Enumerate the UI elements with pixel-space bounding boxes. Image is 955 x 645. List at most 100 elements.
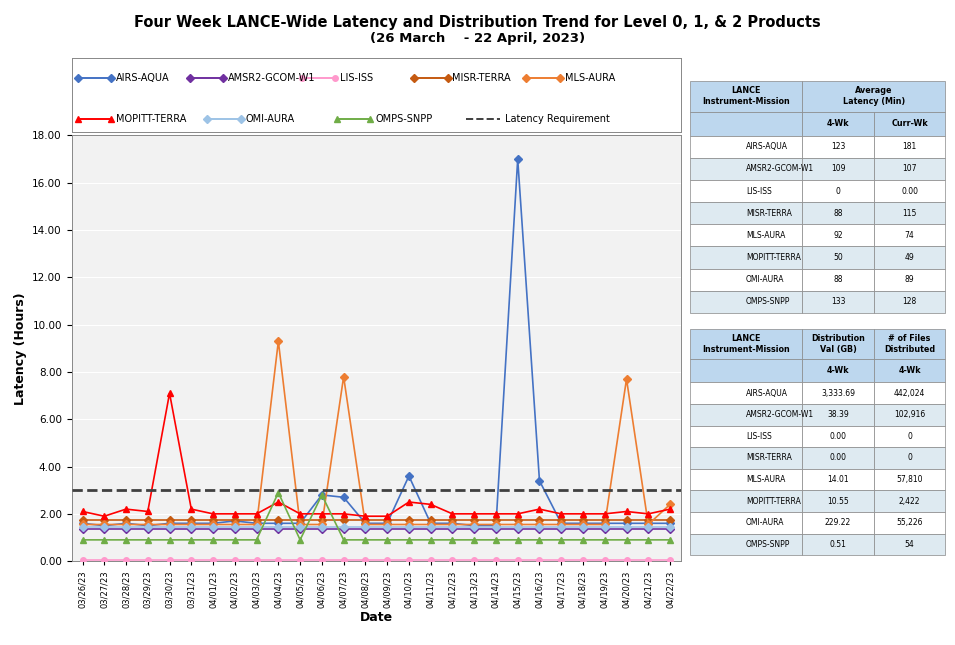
FancyBboxPatch shape	[802, 404, 874, 426]
Text: AMSR2-GCOM-W1: AMSR2-GCOM-W1	[746, 410, 814, 419]
FancyBboxPatch shape	[874, 269, 945, 291]
FancyBboxPatch shape	[690, 490, 802, 512]
FancyBboxPatch shape	[690, 246, 802, 269]
FancyBboxPatch shape	[802, 112, 874, 135]
Text: 115: 115	[902, 209, 917, 218]
Text: MOPITT-TERRA: MOPITT-TERRA	[746, 497, 800, 506]
Text: 14.01: 14.01	[827, 475, 849, 484]
Text: 109: 109	[831, 164, 845, 174]
Text: OMI-AURA: OMI-AURA	[746, 275, 784, 284]
FancyBboxPatch shape	[874, 329, 945, 359]
Text: 92: 92	[833, 231, 842, 240]
FancyBboxPatch shape	[874, 533, 945, 555]
FancyBboxPatch shape	[874, 291, 945, 313]
Text: 133: 133	[831, 297, 845, 306]
Text: AMSR2-GCOM-W1: AMSR2-GCOM-W1	[746, 164, 814, 174]
Text: Curr-Wk: Curr-Wk	[891, 119, 928, 128]
Text: MLS-AURA: MLS-AURA	[746, 231, 785, 240]
Text: 0.00: 0.00	[830, 432, 846, 441]
Text: 50: 50	[833, 253, 843, 262]
Text: MISR-TERRA: MISR-TERRA	[746, 453, 792, 462]
FancyBboxPatch shape	[802, 135, 874, 158]
FancyBboxPatch shape	[802, 158, 874, 180]
Text: OMI-AURA: OMI-AURA	[245, 114, 295, 124]
FancyBboxPatch shape	[874, 180, 945, 202]
FancyBboxPatch shape	[690, 180, 802, 202]
Text: 4-Wk: 4-Wk	[827, 119, 849, 128]
FancyBboxPatch shape	[802, 359, 874, 382]
FancyBboxPatch shape	[802, 382, 874, 404]
Text: Latency Requirement: Latency Requirement	[504, 114, 609, 124]
FancyBboxPatch shape	[874, 359, 945, 382]
FancyBboxPatch shape	[690, 112, 802, 135]
Text: (26 March    - 22 April, 2023): (26 March - 22 April, 2023)	[370, 32, 585, 45]
FancyBboxPatch shape	[802, 291, 874, 313]
Text: AIRS-AQUA: AIRS-AQUA	[117, 73, 170, 83]
Text: 54: 54	[904, 540, 915, 549]
FancyBboxPatch shape	[874, 490, 945, 512]
Text: LIS-ISS: LIS-ISS	[340, 73, 373, 83]
Text: 102,916: 102,916	[894, 410, 925, 419]
FancyBboxPatch shape	[690, 404, 802, 426]
Text: AIRS-AQUA: AIRS-AQUA	[746, 389, 788, 398]
Text: 4-Wk: 4-Wk	[827, 366, 849, 375]
Text: LANCE
Instrument-Mission: LANCE Instrument-Mission	[702, 86, 790, 106]
FancyBboxPatch shape	[690, 291, 802, 313]
FancyBboxPatch shape	[874, 512, 945, 533]
Text: 55,226: 55,226	[897, 518, 923, 527]
FancyBboxPatch shape	[690, 512, 802, 533]
FancyBboxPatch shape	[802, 180, 874, 202]
Text: AIRS-AQUA: AIRS-AQUA	[746, 142, 788, 151]
Text: LIS-ISS: LIS-ISS	[746, 186, 772, 195]
Text: 4-Wk: 4-Wk	[899, 366, 921, 375]
FancyBboxPatch shape	[690, 329, 802, 359]
FancyBboxPatch shape	[802, 426, 874, 447]
Text: 10.55: 10.55	[827, 497, 849, 506]
FancyBboxPatch shape	[874, 426, 945, 447]
FancyBboxPatch shape	[802, 512, 874, 533]
Text: # of Files
Distributed: # of Files Distributed	[884, 334, 935, 353]
Text: MLS-AURA: MLS-AURA	[746, 475, 785, 484]
FancyBboxPatch shape	[690, 359, 802, 382]
Text: 107: 107	[902, 164, 917, 174]
Text: MLS-AURA: MLS-AURA	[564, 73, 615, 83]
Text: 74: 74	[904, 231, 915, 240]
Text: 57,810: 57,810	[897, 475, 923, 484]
Text: OMPS-SNPP: OMPS-SNPP	[746, 297, 790, 306]
FancyBboxPatch shape	[874, 404, 945, 426]
FancyBboxPatch shape	[690, 135, 802, 158]
Text: 123: 123	[831, 142, 845, 151]
Text: LANCE
Instrument-Mission: LANCE Instrument-Mission	[702, 334, 790, 353]
Text: 89: 89	[904, 275, 915, 284]
Text: 88: 88	[833, 209, 842, 218]
FancyBboxPatch shape	[874, 112, 945, 135]
FancyBboxPatch shape	[690, 426, 802, 447]
FancyBboxPatch shape	[802, 490, 874, 512]
Text: 128: 128	[902, 297, 917, 306]
FancyBboxPatch shape	[690, 447, 802, 469]
Text: 49: 49	[904, 253, 915, 262]
Text: 0.00: 0.00	[830, 453, 846, 462]
X-axis label: Date: Date	[360, 611, 393, 624]
FancyBboxPatch shape	[690, 533, 802, 555]
FancyBboxPatch shape	[874, 382, 945, 404]
Text: 2,422: 2,422	[899, 497, 921, 506]
Text: MOPITT-TERRA: MOPITT-TERRA	[746, 253, 800, 262]
FancyBboxPatch shape	[802, 224, 874, 246]
FancyBboxPatch shape	[874, 246, 945, 269]
Text: OMPS-SNPP: OMPS-SNPP	[746, 540, 790, 549]
Text: LIS-ISS: LIS-ISS	[746, 432, 772, 441]
Text: 3,333.69: 3,333.69	[821, 389, 855, 398]
Text: Distribution
Val (GB): Distribution Val (GB)	[811, 334, 865, 353]
Text: 229.22: 229.22	[825, 518, 851, 527]
FancyBboxPatch shape	[874, 224, 945, 246]
Text: 0.00: 0.00	[902, 186, 918, 195]
FancyBboxPatch shape	[690, 81, 802, 112]
Text: AMSR2-GCOM-W1: AMSR2-GCOM-W1	[228, 73, 316, 83]
Text: 38.39: 38.39	[827, 410, 849, 419]
FancyBboxPatch shape	[802, 447, 874, 469]
FancyBboxPatch shape	[874, 202, 945, 224]
Y-axis label: Latency (Hours): Latency (Hours)	[13, 292, 27, 404]
FancyBboxPatch shape	[802, 269, 874, 291]
FancyBboxPatch shape	[874, 158, 945, 180]
